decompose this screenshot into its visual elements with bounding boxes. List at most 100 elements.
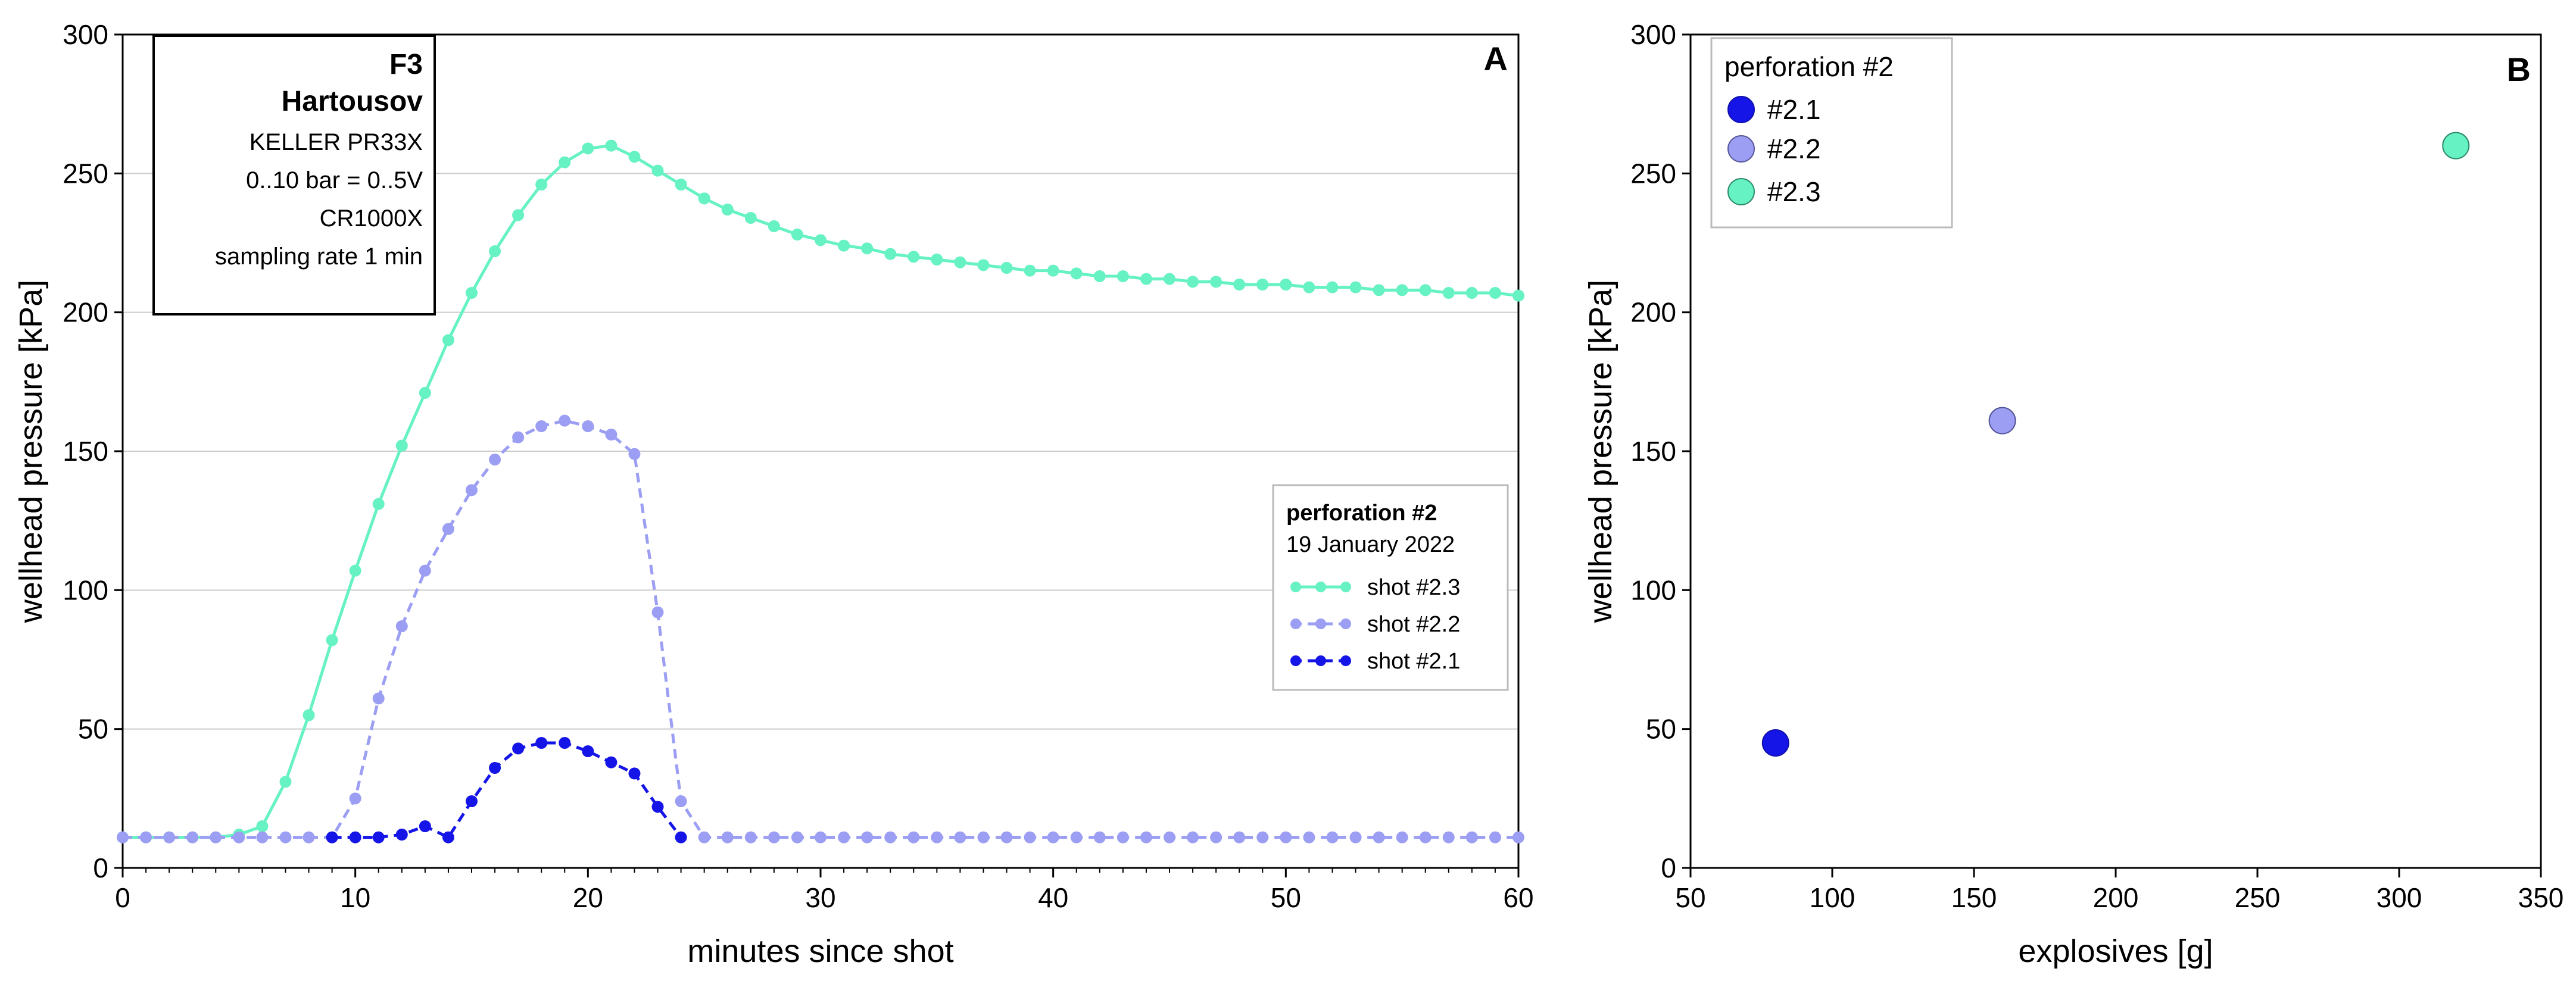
data-point <box>489 454 501 466</box>
data-point <box>512 431 525 443</box>
info-box: F3 Hartousov KELLER PR33X 0..10 bar = 0.… <box>152 35 436 315</box>
data-point <box>884 831 897 844</box>
legend-marker <box>1727 135 1755 163</box>
x-axis-title-a: minutes since shot <box>687 933 953 969</box>
data-point <box>1093 270 1106 282</box>
data-point <box>1303 831 1315 844</box>
data-point <box>931 831 943 844</box>
a-x-tick-label: 60 <box>1503 882 1533 913</box>
legend-label: shot #2.3 <box>1367 575 1460 600</box>
legend-marker <box>1340 618 1351 629</box>
data-point <box>1210 276 1222 288</box>
data-point <box>535 179 548 190</box>
data-point <box>861 831 874 844</box>
legend-label: shot #2.2 <box>1367 612 1460 637</box>
data-point <box>326 634 338 646</box>
data-point <box>628 151 641 163</box>
data-point <box>651 801 664 813</box>
legend-b: perforation #2 #2.1 #2.2 #2.3 <box>1710 37 1953 229</box>
data-point <box>1024 264 1036 277</box>
data-point <box>302 709 315 721</box>
data-point <box>349 792 361 805</box>
data-point <box>954 831 966 844</box>
data-point <box>419 820 431 832</box>
data-point <box>210 831 222 844</box>
legend-item-2-1: #2.1 <box>1727 94 1821 125</box>
data-point <box>349 564 361 577</box>
data-point <box>419 387 431 399</box>
b-x-tick-label: 200 <box>2093 882 2139 913</box>
b-y-tick-label: 300 <box>1630 19 1676 50</box>
data-point <box>1373 831 1385 844</box>
info-box-site: Hartousov <box>282 86 423 117</box>
a-y-tick-label: 300 <box>63 19 108 50</box>
info-box-line: CR1000X <box>320 205 423 232</box>
data-point <box>815 234 827 246</box>
data-point <box>233 831 245 844</box>
data-point <box>279 831 292 844</box>
data-point <box>1489 287 1501 299</box>
data-point <box>279 776 292 788</box>
data-point <box>1465 287 1478 299</box>
data-point <box>1117 831 1129 844</box>
b-x-tick-label: 150 <box>1951 882 1997 913</box>
data-point <box>744 212 757 224</box>
panel-a: 0 50 100 150 200 250 300 0 10 20 30 40 50 60 A F3 Har… <box>13 19 1534 969</box>
data-point <box>140 831 152 844</box>
legend-marker <box>1290 582 1301 592</box>
data-point <box>1280 279 1292 290</box>
data-point <box>1489 831 1501 844</box>
legend-a-items: shot #2.3 shot #2.2 shot #2.1 <box>1290 575 1460 674</box>
legend-a-title: perforation #2 <box>1286 501 1437 526</box>
data-point <box>628 448 641 460</box>
legend-marker <box>1315 618 1326 629</box>
a-y-tick-label: 0 <box>93 852 108 883</box>
data-point <box>605 139 618 152</box>
panel-letter-b: B <box>2507 51 2531 88</box>
series-line <box>332 741 682 839</box>
a-x-tick-label: 50 <box>1271 882 1301 913</box>
data-point <box>372 831 385 844</box>
data-point <box>1512 289 1524 302</box>
data-point <box>489 762 501 774</box>
data-point <box>931 254 943 265</box>
data-point <box>1373 284 1385 296</box>
data-point <box>1047 831 1059 844</box>
legend-marker <box>1727 96 1755 123</box>
legend-marker <box>1340 582 1351 592</box>
b-x-tick-label: 100 <box>1810 882 1855 913</box>
data-point <box>721 831 734 844</box>
data-point <box>605 429 618 441</box>
info-box-title: F3 <box>389 49 423 80</box>
a-x-tick-label: 20 <box>573 882 603 913</box>
legend-item-2-3: #2.3 <box>1727 176 1821 207</box>
scatter-point-2-1 <box>1761 729 1789 757</box>
data-point <box>535 420 548 432</box>
b-x-tick-label: 50 <box>1675 882 1705 913</box>
data-point <box>395 620 408 632</box>
b-y-tick-label: 250 <box>1630 158 1676 189</box>
data-point <box>791 229 803 240</box>
data-point <box>1512 831 1524 844</box>
data-point <box>1256 279 1269 290</box>
data-point <box>1256 831 1269 844</box>
y-axis-title-b: wellhead pressure [kPa] <box>1583 280 1618 623</box>
data-point <box>954 256 966 268</box>
data-point <box>117 831 129 844</box>
data-point <box>605 756 618 769</box>
data-point <box>1280 831 1292 844</box>
data-point <box>1000 831 1013 844</box>
b-x-tick-label: 350 <box>2518 882 2564 913</box>
data-point <box>907 831 920 844</box>
data-point <box>1070 267 1083 280</box>
legend-item-shot-2-1: shot #2.1 <box>1290 649 1460 674</box>
data-point <box>326 831 338 844</box>
legend-item-shot-2-2: shot #2.2 <box>1290 612 1460 637</box>
panel-letter-a: A <box>1484 40 1508 77</box>
data-point <box>1210 831 1222 844</box>
data-point <box>489 245 501 257</box>
series-group-b <box>1761 132 2470 757</box>
data-point <box>582 420 594 432</box>
data-point <box>675 831 687 844</box>
legend-marker <box>1290 655 1301 666</box>
